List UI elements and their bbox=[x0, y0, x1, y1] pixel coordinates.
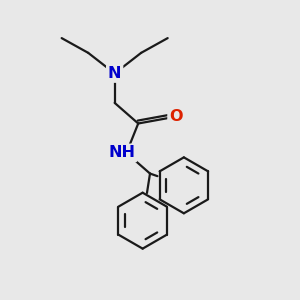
Text: O: O bbox=[169, 109, 183, 124]
Text: NH: NH bbox=[109, 146, 136, 160]
Text: N: N bbox=[108, 66, 122, 81]
